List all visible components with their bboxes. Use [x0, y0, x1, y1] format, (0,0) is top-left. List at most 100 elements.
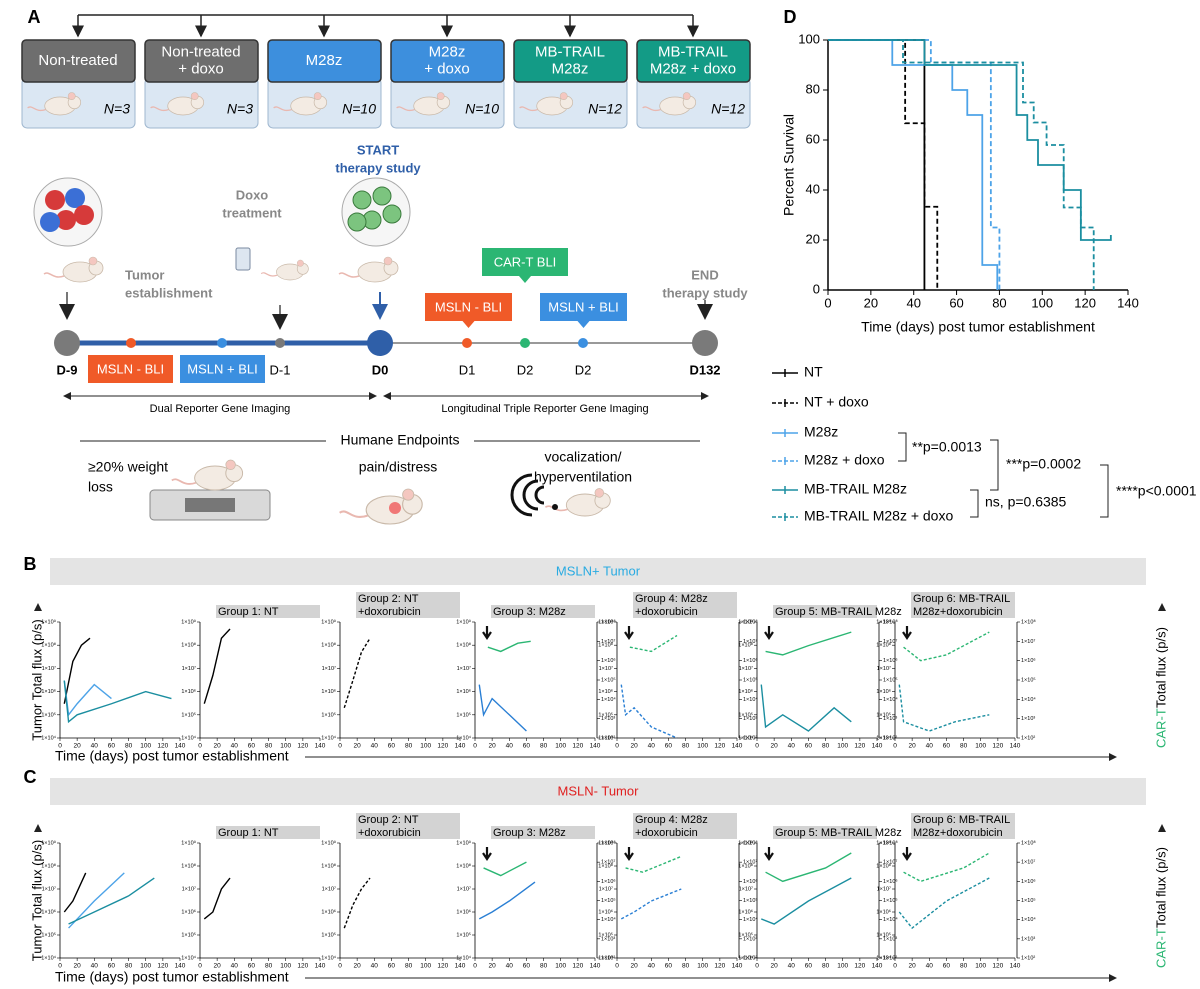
- y-tick-label: 1×10⁸: [41, 642, 56, 649]
- timeline-node: [520, 338, 530, 348]
- y2-tick-label: 1×10⁵: [601, 676, 616, 683]
- treatment-arrow: [624, 847, 634, 861]
- phase-label: Longitudinal Triple Reporter Gene Imagin…: [441, 403, 648, 415]
- x-tick-label: 100: [837, 743, 848, 750]
- cart-cell: [382, 204, 402, 224]
- treatment-arrow: [902, 626, 912, 640]
- x-tick-label: 60: [805, 963, 813, 970]
- x-tick-label: 40: [91, 743, 99, 750]
- phase-label: Dual Reporter Gene Imaging: [150, 403, 291, 415]
- y2-tick-label: 1×10³: [743, 936, 757, 942]
- timeline-node: [367, 330, 393, 356]
- banner: [50, 778, 1146, 805]
- x-tick-label: 40: [231, 743, 239, 750]
- y-tick-label: 1×10⁴: [598, 954, 613, 961]
- y2-tick-label: 1×10³: [743, 716, 757, 722]
- x-tick-label: 140: [315, 743, 326, 750]
- y-tick-label: 1×10⁸: [876, 642, 891, 649]
- legend-label: MB-TRAIL M28z: [804, 481, 907, 497]
- x-tick-label: 40: [788, 963, 796, 970]
- x-tick-label: 60: [388, 743, 396, 750]
- endpoint-item: pain/distress: [359, 459, 438, 475]
- sound-wave: [510, 473, 533, 517]
- x-tick-label: 140: [1010, 743, 1021, 750]
- flux-line: [760, 684, 852, 732]
- flux-line: [625, 855, 682, 873]
- y-axis-title: Tumor Total flux (p/s): [29, 840, 44, 961]
- y-tick-label: 1×10⁵: [456, 711, 471, 718]
- stat-annotation: ***p=0.0002: [1006, 456, 1081, 472]
- group-title: Group 2: NT: [358, 814, 419, 826]
- x-tick-label: 0: [338, 743, 342, 750]
- timeline-node: [126, 338, 136, 348]
- x-tick-label: 80: [405, 743, 413, 750]
- legend-label: NT: [804, 364, 823, 380]
- mouse-tail: [519, 106, 538, 112]
- timeline-node: [217, 338, 227, 348]
- bli-box: [180, 355, 265, 383]
- x-tick-label: 80: [682, 743, 690, 750]
- flux-line: [620, 888, 682, 920]
- event-label: END: [691, 267, 718, 282]
- bli-box: [540, 293, 627, 321]
- mouse-tail: [27, 106, 46, 112]
- bli-label: MSLN + BLI: [187, 361, 257, 376]
- sound-wave: [522, 479, 539, 511]
- x-tick-label: 120: [157, 963, 168, 970]
- x-tick-label: 0: [824, 295, 831, 310]
- legend-label: M28z + doxo: [804, 452, 885, 468]
- vial-icon: [235, 247, 251, 271]
- mouse-ear: [225, 459, 236, 470]
- bli-label: MSLN + BLI: [548, 299, 618, 314]
- y2-tick-label: 1×10⁴: [1021, 696, 1036, 703]
- group-title: Group 4: M28z: [635, 593, 708, 605]
- mouse-icon: [273, 92, 328, 116]
- mouse-icon: [396, 92, 451, 116]
- pain-spot: [389, 502, 401, 514]
- stat-annotation: **p=0.0013: [912, 439, 982, 455]
- group-name: Non-treated: [38, 52, 117, 69]
- x-tick-label: 0: [58, 963, 62, 970]
- stat-bracket: [1100, 464, 1109, 518]
- x-tick-label: 40: [91, 963, 99, 970]
- flux-line: [478, 684, 527, 732]
- y2-tick-label: 1×10²: [1021, 955, 1035, 961]
- y-tick-label: 1×10⁸: [876, 862, 891, 869]
- x-tick-label: 100: [975, 743, 986, 750]
- group-title-bg: [773, 826, 877, 839]
- stat-annotation: ****p<0.0001: [1116, 483, 1197, 499]
- x-tick-label: 60: [665, 743, 673, 750]
- y-tick-label: 1×10⁵: [321, 931, 336, 938]
- group-name: M28z: [306, 52, 343, 69]
- group-name: MB-TRAIL: [535, 43, 605, 60]
- flux-line: [68, 872, 125, 929]
- x-tick-label: 20: [489, 963, 497, 970]
- timeline-node: [578, 338, 588, 348]
- x-tick-label: 140: [590, 743, 601, 750]
- group-title-bg: [911, 813, 1015, 826]
- y-tick-label: 1×10⁹: [456, 839, 471, 846]
- x-tick-label: 60: [523, 963, 531, 970]
- flux-line: [63, 637, 91, 704]
- x-tick-label: 80: [125, 743, 133, 750]
- y2-tick-label: 1×10⁷: [601, 859, 615, 866]
- y2-tick-label: 1×10⁷: [601, 638, 615, 645]
- y-tick-label: 1×10⁵: [738, 711, 753, 718]
- y-tick-label: 1×10⁶: [41, 908, 56, 915]
- event-label: treatment: [222, 205, 282, 220]
- y-tick-label: 1×10⁶: [321, 688, 336, 695]
- y2-tick-label: 1×10⁶: [743, 878, 758, 885]
- x-axis-title: Time (days) post tumor establishment: [55, 969, 289, 985]
- group-title-bg: [633, 813, 737, 826]
- event-label: establishment: [125, 285, 213, 300]
- y2-tick-label: 1×10⁸: [601, 618, 616, 625]
- y-tick-label: 1×10⁸: [321, 862, 336, 869]
- y-tick-label: 1×10⁷: [322, 885, 336, 892]
- group-title-bg: [491, 826, 595, 839]
- group-name: M28z: [429, 43, 466, 60]
- timepoint-label: D2: [575, 362, 592, 377]
- x-tick-label: 20: [864, 295, 878, 310]
- timeline-node: [54, 330, 80, 356]
- x-tick-label: 140: [590, 963, 601, 970]
- x-tick-label: 80: [822, 963, 830, 970]
